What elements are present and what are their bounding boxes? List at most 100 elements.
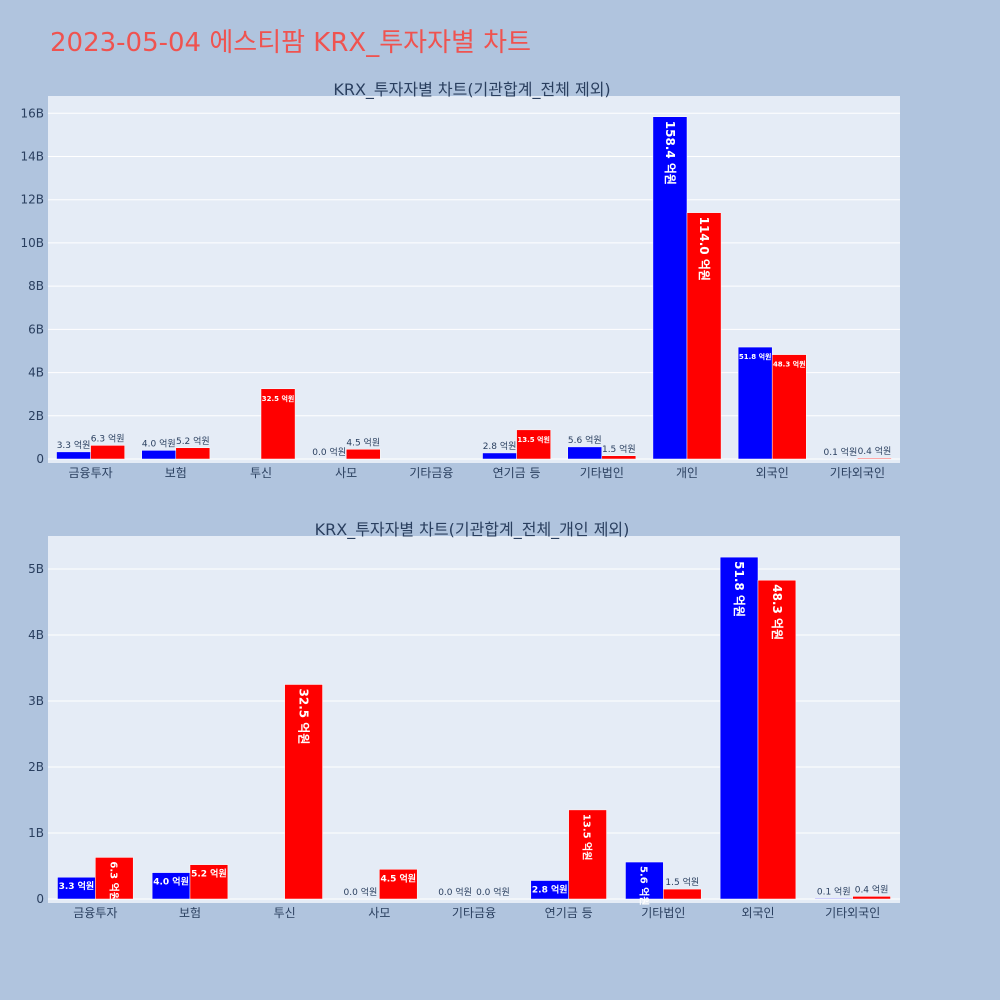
bar: [345, 449, 381, 460]
bar: [737, 346, 773, 460]
data-label: 13.5 억원: [581, 814, 594, 861]
data-label: 1.5 억원: [665, 876, 699, 888]
data-label: 0.0 억원: [344, 886, 378, 898]
data-label: 5.6 억원: [637, 866, 650, 906]
data-label: 48.3 억원: [773, 360, 806, 369]
data-label: 32.5 억원: [297, 689, 311, 745]
data-label: 0.0 억원: [438, 886, 472, 898]
x-tick-label: 금융투자: [73, 906, 117, 920]
data-label: 4.5 억원: [346, 436, 380, 448]
y-tick-label: 2B: [28, 760, 44, 774]
bar: [686, 212, 722, 460]
bar: [175, 447, 211, 460]
bar: [625, 861, 664, 900]
bar: [601, 455, 637, 460]
bar: [482, 452, 517, 460]
bar: [284, 684, 323, 900]
data-label: 0.1 억원: [817, 885, 851, 897]
data-label: 5.2 억원: [191, 868, 227, 880]
data-label: 5.2 억원: [176, 435, 210, 447]
data-label: 13.5 억원: [517, 435, 550, 444]
y-tick-label: 3B: [28, 694, 44, 708]
chart-title: KRX_투자자별 차트(기관합계_전체 제외): [333, 80, 610, 100]
y-tick-label: 16B: [20, 106, 44, 120]
chart-title: KRX_투자자별 차트(기관합계_전체_개인 제외): [315, 520, 630, 540]
data-label: 0.4 억원: [858, 445, 892, 457]
bar: [857, 457, 892, 460]
chart-bottom: 0 1B 2B 3B 4B 5B KRX_투자자별 차트(기관합계_전체_개인 제외) 금융투…: [28, 520, 900, 920]
data-label: 0.1 억원: [823, 446, 857, 458]
x-tick-label: 연기금 등: [493, 466, 541, 480]
bar: [260, 388, 296, 460]
bar: [379, 869, 418, 900]
chart-top: 0 2B 4B 6B 8B 10B 12B 14B 16B KRX_투자자별 차트(기관합계_전체…: [20, 80, 900, 480]
data-label: 0.4 억원: [855, 883, 889, 895]
x-tick-label: 기타외국인: [830, 466, 885, 480]
data-label: 6.3 억원: [107, 861, 120, 901]
x-tick-label: 기타법인: [580, 466, 624, 480]
data-label: 6.3 억원: [91, 432, 125, 444]
x-tick-label: 사모: [368, 906, 390, 920]
bar: [852, 896, 891, 900]
x-tick-label: 사모: [335, 466, 357, 480]
y-tick-label: 4B: [28, 628, 44, 642]
data-label: 114.0 억원: [697, 217, 711, 281]
x-tick-label: 기타금융: [452, 906, 496, 920]
x-tick-label: 투신: [250, 466, 272, 480]
y-tick-label: 14B: [20, 150, 44, 164]
bar: [95, 857, 134, 900]
data-label: 3.3 억원: [59, 880, 95, 892]
data-label: 4.5 억원: [380, 872, 416, 884]
data-label: 32.5 억원: [262, 394, 295, 403]
x-tick-label: 보험: [165, 466, 187, 480]
bar: [151, 872, 191, 900]
bar: [90, 445, 125, 460]
bar: [141, 450, 177, 460]
y-tick-label: 0: [36, 892, 44, 906]
x-tick-label: 기타금융: [409, 466, 453, 480]
data-label: 0.0 억원: [476, 886, 510, 898]
data-label: 158.4 억원: [663, 121, 677, 185]
y-tick-label: 12B: [20, 193, 44, 207]
x-tick-label: 보험: [179, 906, 201, 920]
data-label: 51.8 억원: [732, 561, 746, 617]
y-tick-label: 1B: [28, 826, 44, 840]
bar: [189, 864, 229, 900]
x-tick-label: 연기금 등: [545, 906, 593, 920]
x-tick-label: 기타외국인: [825, 906, 880, 920]
bar: [56, 451, 91, 460]
bar: [757, 579, 797, 900]
bar: [663, 888, 702, 900]
page-title: 2023-05-04 에스티팜 KRX_투자자별 차트: [50, 28, 532, 58]
data-label: 4.0 억원: [153, 876, 189, 888]
x-tick-label: 외국인: [756, 466, 789, 480]
y-tick-label: 2B: [28, 409, 44, 423]
data-label: 48.3 억원: [770, 584, 784, 640]
x-tick-label: 금융투자: [69, 466, 113, 480]
bar: [814, 898, 853, 900]
data-label: 0.0 억원: [312, 446, 346, 458]
data-label: 4.0 억원: [142, 437, 176, 449]
y-tick-label: 10B: [20, 236, 44, 250]
bar: [719, 556, 759, 900]
data-label: 1.5 억원: [602, 443, 636, 455]
y-tick-label: 0: [36, 452, 44, 466]
y-tick-label: 8B: [28, 279, 44, 293]
y-tick-label: 5B: [28, 562, 44, 576]
bar: [516, 429, 551, 460]
x-tick-label: 개인: [676, 466, 698, 480]
data-label: 51.8 억원: [739, 352, 772, 361]
bar: [568, 809, 607, 900]
data-label: 2.8 억원: [483, 440, 517, 452]
bar: [567, 446, 603, 460]
x-tick-label: 기타법인: [641, 906, 685, 920]
x-tick-label: 투신: [274, 906, 296, 920]
bar: [771, 354, 807, 460]
data-label: 3.3 억원: [57, 439, 91, 451]
data-label: 5.6 억원: [568, 434, 602, 446]
x-tick-label: 외국인: [741, 906, 774, 920]
data-label: 2.8 억원: [532, 884, 568, 896]
y-tick-label: 4B: [28, 366, 44, 380]
y-tick-label: 6B: [28, 322, 44, 336]
